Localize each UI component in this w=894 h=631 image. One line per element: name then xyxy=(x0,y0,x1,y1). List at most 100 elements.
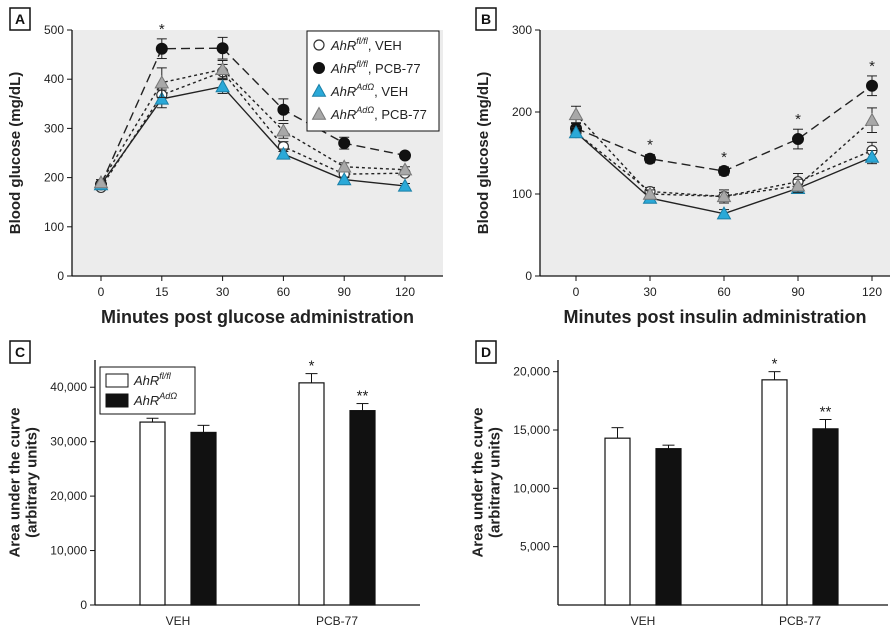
significance-marker: * xyxy=(721,149,727,166)
y-tick-label: 10,000 xyxy=(50,544,87,558)
legend-label: AhRfl/fl, PCB-77 xyxy=(330,59,421,76)
y-tick-label: 40,000 xyxy=(50,380,87,394)
series-line xyxy=(100,70,406,188)
legend-label-sup: AdΩ xyxy=(355,105,374,115)
legend-marker xyxy=(311,83,327,97)
significance-marker: * xyxy=(647,137,653,154)
x-tick-label: 60 xyxy=(717,285,731,299)
data-point xyxy=(276,146,291,160)
legend-label-base: AhR xyxy=(330,61,356,76)
y-axis-label: Area under the curve xyxy=(7,407,24,557)
series-4 xyxy=(93,60,413,189)
bar xyxy=(298,382,325,606)
legend-label: AhRAdΩ xyxy=(133,391,177,408)
legend-label-base: AhR xyxy=(330,38,356,53)
x-axis-label: Minutes post insulin administration xyxy=(563,307,866,327)
data-point xyxy=(790,178,806,192)
panel-letter-box xyxy=(475,7,497,31)
data-point xyxy=(215,79,230,93)
panel-letter: B xyxy=(481,11,491,27)
y-tick-label: 20,000 xyxy=(50,489,87,503)
data-point xyxy=(154,91,170,105)
x-tick-label: 90 xyxy=(791,285,805,299)
y-tick-label: 300 xyxy=(512,23,532,37)
significance-marker: ** xyxy=(820,404,832,421)
legend-label-sup: fl/fl xyxy=(356,36,369,46)
data-point xyxy=(792,133,804,146)
significance-marker: * xyxy=(309,358,315,375)
legend-swatch xyxy=(105,393,129,408)
data-point xyxy=(216,42,229,55)
significance-marker: * xyxy=(795,111,801,128)
data-point xyxy=(568,124,584,139)
legend-label-suffix: , PCB-77 xyxy=(368,61,421,76)
data-point xyxy=(93,174,109,189)
bar xyxy=(812,428,839,606)
bar xyxy=(761,379,788,606)
legend-label-suffix: , VEH xyxy=(374,84,408,99)
x-tick-label: PCB-77 xyxy=(316,614,358,628)
data-point xyxy=(336,159,352,173)
panel-letter-box xyxy=(475,340,497,364)
y-tick-label: 100 xyxy=(512,187,532,201)
data-point xyxy=(399,149,411,162)
data-point xyxy=(397,162,413,176)
x-tick-label: 0 xyxy=(98,285,105,299)
data-point xyxy=(718,165,730,178)
y-tick-label: 0 xyxy=(57,269,64,283)
y-tick-label: 5,000 xyxy=(520,540,550,554)
y-tick-label: 0 xyxy=(525,269,532,283)
x-tick-label: 60 xyxy=(277,285,291,299)
data-point xyxy=(864,112,880,126)
legend-marker xyxy=(313,62,325,74)
x-tick-label: 120 xyxy=(395,285,415,299)
legend-box xyxy=(306,30,440,132)
significance-marker: * xyxy=(772,356,778,373)
y-axis-label: Area under the curve xyxy=(470,407,487,557)
y-tick-label: 10,000 xyxy=(513,481,550,495)
x-tick-label: 30 xyxy=(216,285,230,299)
x-tick-label: PCB-77 xyxy=(779,614,821,628)
y-axis-label: (arbitrary units) xyxy=(24,427,41,538)
x-tick-label: VEH xyxy=(631,614,656,628)
data-point xyxy=(716,206,732,220)
data-point xyxy=(277,103,290,116)
bar xyxy=(655,448,682,606)
y-tick-label: 200 xyxy=(44,171,64,185)
y-axis-label: (arbitrary units) xyxy=(487,427,504,538)
legend-label-suffix: , VEH xyxy=(368,38,402,53)
data-point xyxy=(215,61,230,76)
panel-letter-box xyxy=(9,7,31,31)
y-tick-label: 400 xyxy=(44,72,64,86)
data-point xyxy=(642,186,658,200)
data-point xyxy=(338,137,351,150)
legend-label-suffix: , PCB-77 xyxy=(374,107,427,122)
legend-label: AhRAdΩ, PCB-77 xyxy=(330,105,427,122)
panel-letter: D xyxy=(481,344,491,360)
legend-label-base: AhR xyxy=(330,107,356,122)
legend-label-base: AhR xyxy=(133,373,159,388)
series-line xyxy=(100,68,406,183)
y-tick-label: 500 xyxy=(44,23,64,37)
x-axis-label: Minutes post glucose administration xyxy=(101,307,414,327)
y-tick-label: 30,000 xyxy=(50,435,87,449)
bar xyxy=(604,437,631,606)
legend-label-base: AhR xyxy=(133,393,159,408)
legend-label-base: AhR xyxy=(330,84,356,99)
x-tick-label: 90 xyxy=(338,285,352,299)
data-point xyxy=(644,152,656,165)
series-4 xyxy=(568,105,880,204)
data-point xyxy=(568,106,584,121)
x-tick-label: VEH xyxy=(166,614,191,628)
y-tick-label: 0 xyxy=(80,598,87,612)
y-tick-label: 300 xyxy=(44,121,64,135)
x-tick-label: 120 xyxy=(862,285,882,299)
legend-label: AhRAdΩ, VEH xyxy=(330,82,408,99)
significance-marker: * xyxy=(869,58,875,75)
y-tick-label: 100 xyxy=(44,220,64,234)
legend-marker xyxy=(311,106,327,120)
data-point xyxy=(154,75,170,89)
legend-label-sup: AdΩ xyxy=(355,82,374,92)
x-tick-label: 15 xyxy=(155,285,169,299)
